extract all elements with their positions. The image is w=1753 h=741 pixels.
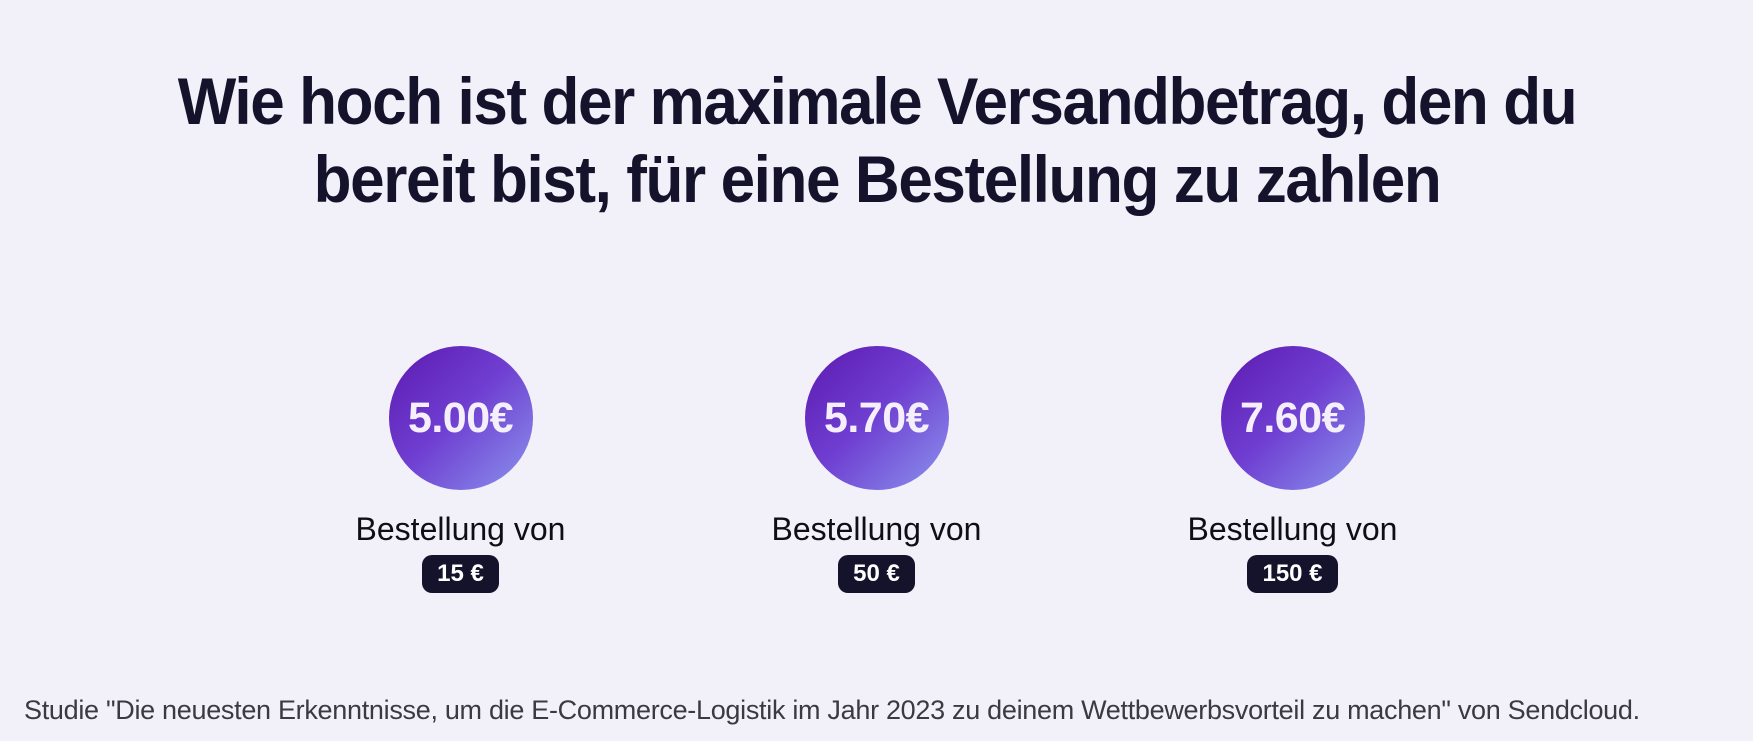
order-label: Bestellung von: [355, 511, 566, 547]
order-label: Bestellung von: [771, 511, 982, 547]
shipping-price-value: 7.60€: [1239, 393, 1346, 442]
price-bubble: 7.60€: [1220, 346, 1365, 490]
stats-row: 5.00€ Bestellung von 15 € 5.70€ Bestellu…: [0, 346, 1753, 593]
stat-item-order-50: 5.70€ Bestellung von 50 €: [735, 346, 1019, 593]
order-amount-badge: 15 €: [422, 555, 499, 593]
stat-item-order-15: 5.00€ Bestellung von 15 €: [319, 346, 603, 593]
shipping-price-value: 5.00€: [407, 393, 514, 442]
shipping-price-value: 5.70€: [823, 393, 930, 442]
price-bubble: 5.70€: [804, 346, 949, 490]
price-bubble: 5.00€: [388, 346, 533, 490]
page-title: Wie hoch ist der maximale Versandbetrag,…: [115, 0, 1638, 218]
study-source-note: Studie "Die neuesten Erkenntnisse, um di…: [24, 695, 1640, 725]
page-title-line-2: bereit bist, für eine Bestellung zu zahl…: [313, 142, 1441, 216]
order-amount-badge: 50 €: [838, 555, 915, 593]
page-title-line-1: Wie hoch ist der maximale Versandbetrag,…: [177, 64, 1577, 138]
stat-item-order-150: 7.60€ Bestellung von 150 €: [1151, 346, 1435, 593]
order-amount-badge: 150 €: [1247, 555, 1338, 593]
order-label: Bestellung von: [1187, 511, 1398, 547]
